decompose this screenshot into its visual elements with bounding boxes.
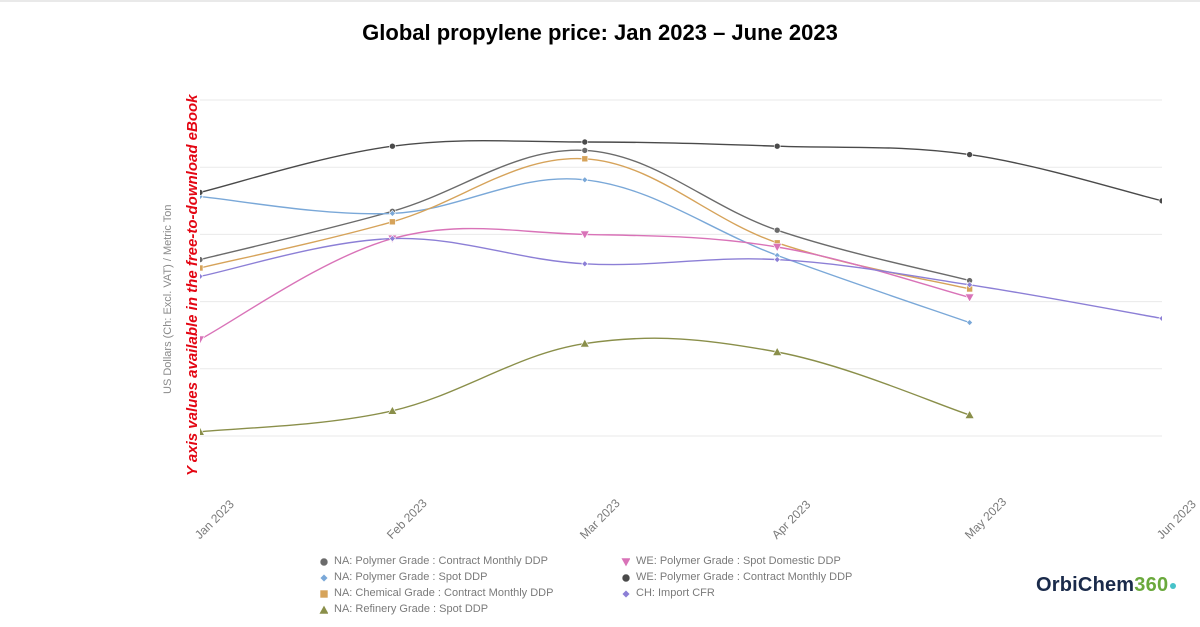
legend-label: NA: Refinery Grade : Spot DDP — [334, 602, 488, 618]
legend-label: NA: Polymer Grade : Contract Monthly DDP — [334, 554, 548, 570]
legend-marker-icon — [620, 557, 630, 567]
x-tick-label: Jun 2023 — [1154, 497, 1199, 542]
legend-item: WE: Polymer Grade : Contract Monthly DDP — [620, 570, 852, 586]
logo-dot-icon — [1170, 583, 1176, 589]
x-tick-label: Jan 2023 — [192, 497, 237, 542]
legend-item: WE: Polymer Grade : Spot Domestic DDP — [620, 554, 852, 570]
y-axis-label-red: Y axis values available in the free-to-d… — [184, 94, 201, 476]
legend-label: NA: Polymer Grade : Spot DDP — [334, 570, 487, 586]
logo-part-orbi: Orbi — [1036, 574, 1078, 596]
legend-item: NA: Polymer Grade : Spot DDP — [318, 570, 553, 586]
x-tick-label: Mar 2023 — [577, 496, 623, 542]
legend-label: NA: Chemical Grade : Contract Monthly DD… — [334, 586, 553, 602]
legend-label: WE: Polymer Grade : Spot Domestic DDP — [636, 554, 841, 570]
chart-plot — [200, 58, 1162, 478]
legend-label: WE: Polymer Grade : Contract Monthly DDP — [636, 570, 852, 586]
legend-marker-icon — [318, 605, 328, 615]
brand-logo: OrbiChem360 — [1036, 574, 1176, 597]
legend-marker-icon — [318, 557, 328, 567]
logo-part-chem: Chem — [1078, 574, 1134, 596]
legend-item: NA: Polymer Grade : Contract Monthly DDP — [318, 554, 553, 570]
y-axis-label-grey: US Dollars (Ch: Excl. VAT) / Metric Ton — [162, 205, 174, 394]
legend-marker-icon — [318, 589, 328, 599]
legend-item: NA: Chemical Grade : Contract Monthly DD… — [318, 586, 553, 602]
x-tick-label: Feb 2023 — [384, 496, 430, 542]
legend-item: CH: Import CFR — [620, 586, 852, 602]
legend-label: CH: Import CFR — [636, 586, 715, 602]
legend-item: NA: Refinery Grade : Spot DDP — [318, 602, 553, 618]
chart-title: Global propylene price: Jan 2023 – June … — [0, 20, 1200, 46]
legend-marker-icon — [620, 589, 630, 599]
x-tick-label: May 2023 — [962, 495, 1009, 542]
x-tick-label: Apr 2023 — [769, 498, 813, 542]
chart-frame: Global propylene price: Jan 2023 – June … — [0, 0, 1200, 627]
legend-marker-icon — [620, 573, 630, 583]
logo-part-360: 360 — [1134, 574, 1168, 596]
legend-marker-icon — [318, 573, 328, 583]
